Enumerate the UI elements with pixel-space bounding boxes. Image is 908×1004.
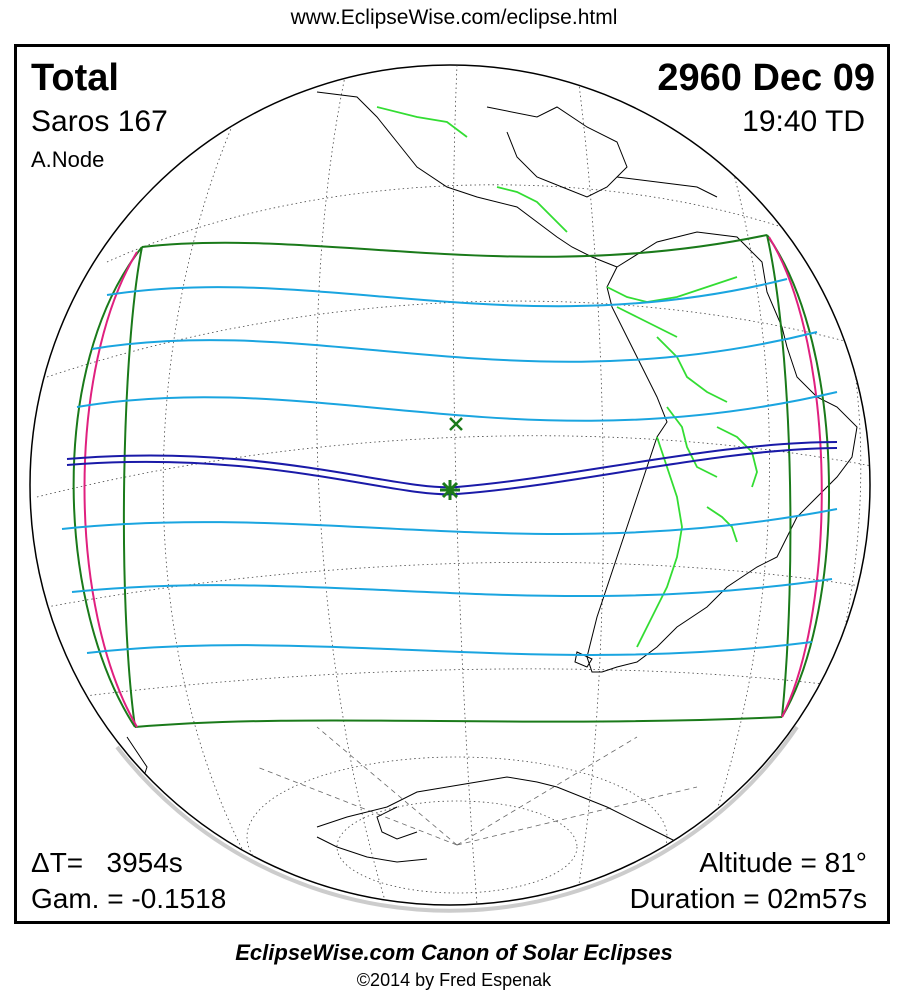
coastline-south-america-east xyxy=(601,231,858,673)
copyright: ©2014 by Fred Espenak xyxy=(356,970,552,990)
eastern-set-limit xyxy=(766,234,792,718)
radial-line xyxy=(456,736,638,846)
western-rise-limit xyxy=(122,246,143,728)
coastline-caribbean xyxy=(616,176,718,198)
coastline-antarctic-peninsula xyxy=(376,806,418,840)
northern-penumbra-limit xyxy=(141,234,768,258)
border-bolivia xyxy=(666,406,718,478)
saros-series: Saros 167 xyxy=(31,105,168,138)
radial-line xyxy=(316,726,458,846)
source-url: www.EclipseWise.com/eclipse.html xyxy=(290,6,618,29)
magnitude-line xyxy=(86,641,813,656)
map-frame: Total Saros 167 A.Node 2960 Dec 09 19:40… xyxy=(14,44,890,924)
greatest-eclipse-star-icon xyxy=(440,480,460,500)
meridian-line xyxy=(696,86,770,868)
sun-altitude: Altitude = 81° xyxy=(699,847,867,878)
border-peru-brazil xyxy=(656,336,728,403)
eastern-outer-limit xyxy=(766,234,831,718)
border-ecuador-peru xyxy=(616,306,678,338)
delta-t: ΔT= 3954s xyxy=(31,847,183,878)
polar-radials xyxy=(256,726,698,846)
sunrise-curve xyxy=(83,251,138,728)
magnitude-line xyxy=(71,578,833,598)
graticule xyxy=(36,65,870,905)
parallel-line xyxy=(36,435,870,498)
border-chile-argentina xyxy=(636,436,683,648)
meridian-line xyxy=(162,71,258,878)
southern-penumbra-limit xyxy=(134,716,783,728)
canon-title: EclipseWise.com Canon of Solar Eclipses xyxy=(235,940,673,965)
border-paraguay xyxy=(716,426,758,488)
parallel-line xyxy=(46,561,868,608)
border-uruguay xyxy=(706,506,738,543)
sunset-curve xyxy=(768,236,823,718)
political-borders xyxy=(376,106,758,648)
coastline-central-america xyxy=(316,91,618,268)
lunar-node: A.Node xyxy=(31,147,105,172)
eclipse-date: 2960 Dec 09 xyxy=(657,57,875,99)
coastline-south-america-west xyxy=(586,266,668,673)
central-path xyxy=(66,441,838,496)
meridian-line xyxy=(452,65,478,905)
border-central-america xyxy=(496,186,568,233)
rise-set-curves xyxy=(83,236,823,728)
magnitude-lines xyxy=(61,278,838,656)
western-outer-limit xyxy=(72,246,143,728)
eclipse-time: 19:40 TD xyxy=(742,105,865,138)
magnitude-line xyxy=(91,331,818,363)
eclipse-duration: Duration = 02m57s xyxy=(629,883,867,914)
sub-solar-point-x-icon xyxy=(449,417,463,431)
eclipse-type: Total xyxy=(31,57,119,99)
magnitude-line xyxy=(61,508,838,535)
coastline-tierra-del-fuego xyxy=(574,651,593,668)
coastlines xyxy=(126,91,858,888)
globe-shadow-edge xyxy=(115,725,799,913)
border-colombia-venezuela xyxy=(606,276,738,303)
parallel-line xyxy=(106,184,838,263)
central-path-south-limit xyxy=(66,447,838,496)
polar-circle xyxy=(336,800,578,894)
magnitude-line xyxy=(106,278,788,308)
border-us-mexico xyxy=(376,106,468,138)
penumbra-limits xyxy=(72,234,831,728)
magnitude-line xyxy=(76,391,838,422)
meridian-line xyxy=(576,68,604,898)
coastline-ice-shelf xyxy=(316,836,428,863)
eclipse-map xyxy=(29,64,871,913)
central-path-north-limit xyxy=(66,441,838,489)
gamma-value: Gam. = -0.1518 xyxy=(31,883,227,914)
